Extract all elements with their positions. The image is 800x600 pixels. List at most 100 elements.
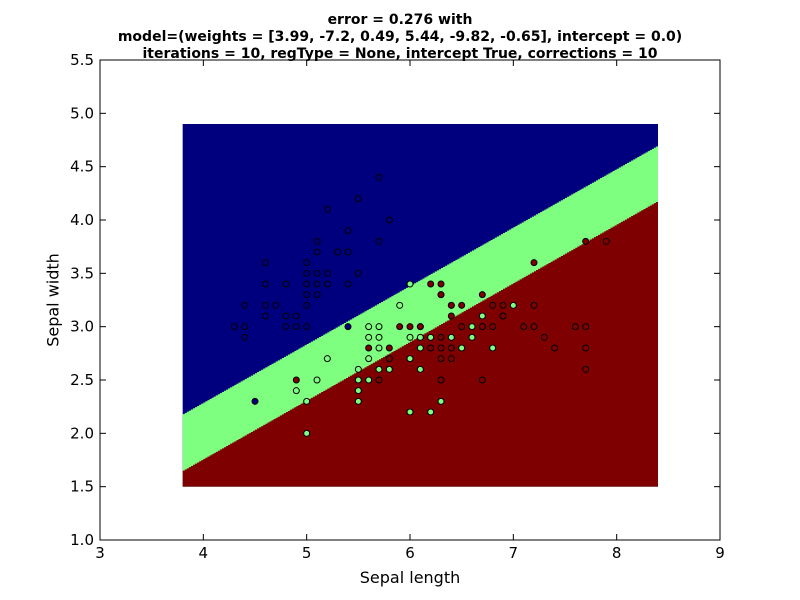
scatter-point-class-2 [385,355,393,363]
chart-title-line-3: iterations = 10, regType = None, interce… [142,46,658,62]
scatter-point-class-2 [499,312,507,320]
scatter-point-class-2 [458,323,466,331]
scatter-point-class-1 [416,365,424,373]
scatter-point-class-1 [416,344,424,352]
scatter-point-class-2 [447,301,455,309]
scatter-point-class-0 [313,269,321,277]
scatter-point-class-0 [313,280,321,288]
scatter-point-class-0 [385,216,393,224]
scatter-point-class-1 [468,333,476,341]
scatter-point-class-0 [354,195,362,203]
scatter-point-class-2 [478,323,486,331]
scatter-points [230,173,610,437]
scatter-point-class-1 [365,376,373,384]
y-tick-label: 1.0 [70,531,94,549]
x-tick-label: 5 [302,544,312,562]
x-tick-label: 4 [199,544,209,562]
scatter-point-class-1 [354,365,362,373]
scatter-point-class-2 [478,376,486,384]
scatter-point-class-2 [437,344,445,352]
scatter-point-class-1 [416,333,424,341]
scatter-point-class-1 [509,301,517,309]
scatter-point-class-2 [540,333,548,341]
scatter-point-class-1 [323,355,331,363]
scatter-point-class-0 [303,280,311,288]
scatter-point-class-2 [478,291,486,299]
scatter-point-class-1 [354,387,362,395]
scatter-point-class-2 [437,333,445,341]
scatter-point-class-0 [261,280,269,288]
x-tick-label: 7 [509,544,519,562]
scatter-point-class-2 [520,323,528,331]
scatter-point-class-2 [437,355,445,363]
scatter-point-class-2 [582,344,590,352]
chart-title-line-1: error = 0.276 with [327,12,473,28]
scatter-point-class-1 [303,397,311,405]
scatter-point-class-1 [468,323,476,331]
scatter-point-class-1 [406,408,414,416]
y-tick-label: 5.0 [70,104,94,122]
scatter-point-class-0 [344,248,352,256]
scatter-point-class-0 [323,269,331,277]
chart-title-line-2: model=(weights = [3.99, -7.2, 0.49, 5.44… [117,29,683,45]
scatter-point-class-2 [582,237,590,245]
scatter-point-class-2 [437,376,445,384]
scatter-point-class-0 [261,301,269,309]
y-tick-label: 4.5 [70,158,94,176]
scatter-point-class-0 [292,312,300,320]
scatter-point-class-2 [489,323,497,331]
scatter-point-class-0 [344,227,352,235]
scatter-point-class-1 [375,365,383,373]
scatter-point-class-1 [375,333,383,341]
scatter-point-class-0 [241,323,249,331]
scatter-point-class-0 [241,301,249,309]
scatter-point-class-2 [427,344,435,352]
region-class-2 [182,201,658,487]
y-tick-label: 3.5 [70,264,94,282]
scatter-point-class-1 [354,397,362,405]
scatter-point-class-0 [303,259,311,267]
scatter-point-class-1 [375,344,383,352]
scatter-point-class-0 [282,280,290,288]
scatter-point-class-2 [582,365,590,373]
scatter-point-class-1 [406,355,414,363]
y-tick-label: 5.5 [70,51,94,69]
scatter-point-class-2 [602,237,610,245]
scatter-point-class-0 [251,397,259,405]
x-axis-label: Sepal length [359,568,461,587]
scatter-point-class-1 [303,429,311,437]
scatter-point-class-0 [344,280,352,288]
scatter-point-class-1 [375,323,383,331]
scatter-point-class-2 [458,301,466,309]
scatter-point-class-0 [261,312,269,320]
scatter-point-class-2 [396,323,404,331]
scatter-point-class-2 [582,323,590,331]
scatter-point-class-0 [292,323,300,331]
scatter-point-class-1 [354,376,362,384]
scatter-point-class-1 [385,365,393,373]
scatter-point-class-0 [282,312,290,320]
scatter-point-class-1 [489,344,497,352]
scatter-point-class-2 [447,312,455,320]
scatter-point-class-2 [530,301,538,309]
y-axis-label: Sepal width [43,253,63,347]
scatter-point-class-2 [530,259,538,267]
scatter-point-class-1 [478,312,486,320]
scatter-point-class-0 [375,173,383,181]
scatter-point-class-1 [427,408,435,416]
axis-ticks: 3 4 5 6 7 8 9 1.0 1.5 2.0 2.5 3.0 3.5 4.0 4.5 5.0 5.5 [70,51,725,562]
scatter-point-class-2 [292,376,300,384]
x-tick-label: 3 [95,544,105,562]
scatter-point-class-0 [303,301,311,309]
scatter-point-class-2 [571,323,579,331]
scatter-point-class-1 [458,344,466,352]
scatter-point-class-0 [303,269,311,277]
scatter-point-class-1 [313,376,321,384]
scatter-point-class-0 [261,259,269,267]
scatter-point-class-0 [334,248,342,256]
scatter-point-class-1 [396,301,404,309]
x-tick-label: 8 [612,544,622,562]
scatter-point-class-1 [365,323,373,331]
scatter-point-class-0 [303,291,311,299]
scatter-point-class-1 [406,333,414,341]
